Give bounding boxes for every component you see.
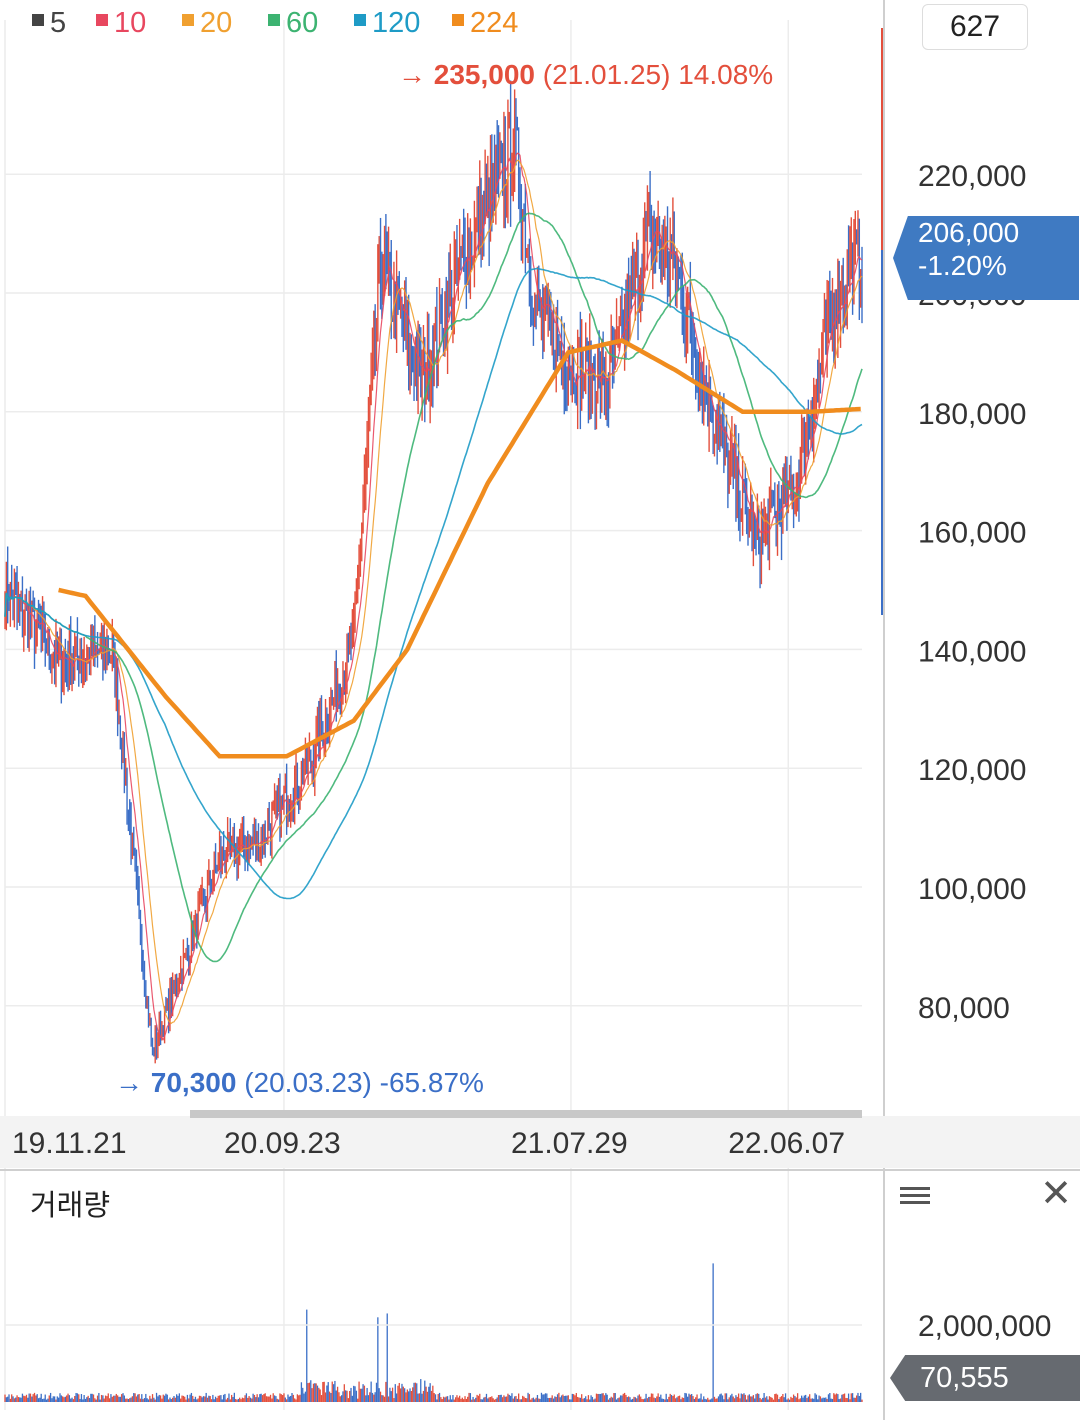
volume-axis: 2,000,000: [918, 1310, 1051, 1343]
y-tick-label: 180,000: [918, 398, 1026, 431]
y-tick-label: 100,000: [918, 873, 1026, 906]
y-tick-label: 80,000: [918, 992, 1010, 1025]
legend-label-120[interactable]: 120: [372, 7, 420, 39]
legend-swatch-60: [268, 14, 280, 26]
legend-label-5[interactable]: 5: [50, 7, 66, 39]
candlesticks: [4, 80, 863, 1064]
y-tick-label: 160,000: [918, 517, 1026, 550]
low-annotation: → 70,300 (20.03.23) -65.87%: [115, 1067, 484, 1098]
legend-label-224[interactable]: 224: [470, 7, 518, 39]
x-tick-label: 21.07.29: [511, 1127, 628, 1160]
annotations: → 235,000 (21.01.25) 14.08% → 70,300 (20…: [115, 59, 773, 1098]
legend-label-20[interactable]: 20: [200, 7, 232, 39]
ma-line-60: [4, 212, 863, 963]
ma-line-120: [4, 267, 863, 900]
visible-count-badge[interactable]: 627: [922, 4, 1028, 50]
y-tick-label: 140,000: [918, 635, 1026, 668]
legend-swatch-5: [32, 14, 44, 26]
current-price-box: 206,000 -1.20%: [893, 216, 1079, 300]
x-tick-label: 22.06.07: [728, 1127, 845, 1160]
current-volume-box: 70,555: [890, 1355, 1080, 1401]
menu-icon[interactable]: [900, 1183, 930, 1207]
current-price: 206,000: [918, 217, 1020, 248]
y-tick-label: 120,000: [918, 754, 1026, 787]
y-tick-label: 220,000: [918, 160, 1026, 193]
legend-swatch-224: [452, 14, 464, 26]
volume-tick-label: 2,000,000: [918, 1310, 1051, 1343]
legend-label-60[interactable]: 60: [286, 7, 318, 39]
x-tick-label: 19.11.21: [12, 1127, 127, 1160]
current-change: -1.20%: [918, 250, 1007, 281]
ma-line-224: [58, 338, 861, 759]
current-volume: 70,555: [920, 1362, 1009, 1394]
moving-averages: [4, 28, 883, 1041]
date-axis: 19.11.21 20.09.23 21.07.29 22.06.07: [12, 1127, 845, 1160]
scroll-bar[interactable]: [190, 1110, 862, 1118]
legend-swatch-120: [354, 14, 366, 26]
legend-label-10[interactable]: 10: [114, 7, 146, 39]
volume-bars: [4, 1263, 863, 1402]
legend-swatch-20: [182, 14, 194, 26]
x-tick-label: 20.09.23: [224, 1127, 341, 1160]
legend-swatch-10: [96, 14, 108, 26]
high-annotation: → 235,000 (21.01.25) 14.08%: [398, 59, 773, 90]
volume-title: 거래량: [30, 1190, 111, 1222]
close-icon[interactable]: ✕: [1040, 1173, 1072, 1215]
date-axis-band: [0, 1116, 1080, 1168]
legend: 5 10 20 60 120 224: [32, 7, 518, 39]
